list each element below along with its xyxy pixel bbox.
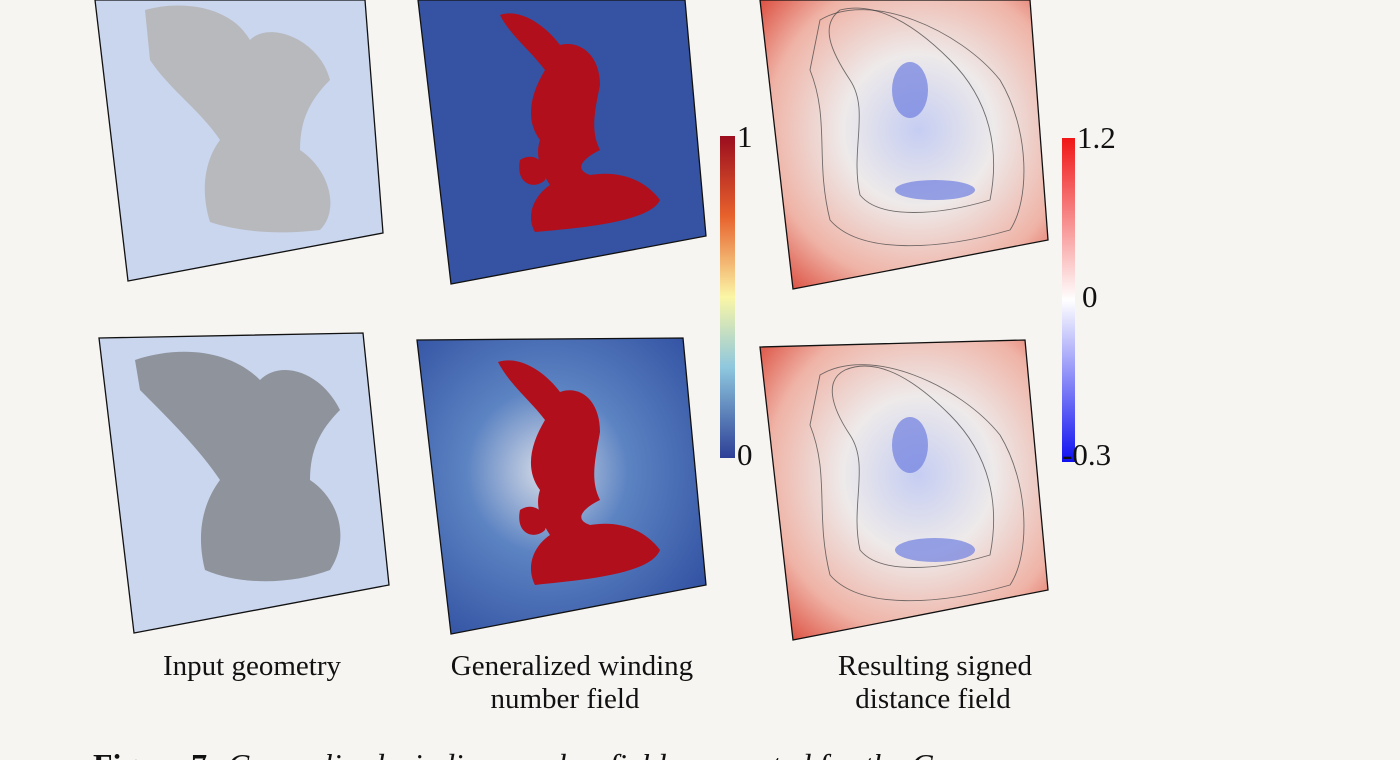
figure-label: Figure 7: [93, 747, 218, 760]
contour [809, 9, 1025, 247]
colorbar-max: 1.2 [1077, 120, 1116, 155]
colorbar [720, 136, 735, 458]
sdf-minimum [895, 180, 975, 200]
colorbar-min: -0.3 [1062, 437, 1111, 472]
panel-caption: Input geometry [163, 650, 341, 682]
sdf-minimum [892, 62, 928, 118]
colorbar-max: 1 [737, 119, 753, 154]
panel-caption: distance field [855, 683, 1011, 715]
contour [809, 364, 1025, 602]
figure-text: Generalized winding number fields comput… [228, 747, 935, 760]
panel-caption: Resulting signed [838, 650, 1033, 682]
figure-caption: Figure 7: Generalized winding number fiel… [93, 747, 934, 760]
colorbar-mid: 0 [1082, 279, 1098, 314]
winding-blob [498, 360, 660, 585]
colorbar-min: 0 [737, 437, 753, 472]
colorbar [1062, 138, 1075, 462]
gargoyle-noisy [135, 351, 341, 582]
contour [828, 7, 995, 213]
sdf-minimum [892, 417, 928, 473]
panel [759, 339, 1049, 641]
panel-caption: Generalized winding [451, 650, 693, 682]
winding-blob [500, 13, 660, 232]
contour [831, 365, 995, 568]
sdf-minimum [895, 538, 975, 562]
gargoyle [145, 5, 331, 233]
panel-caption: number field [491, 683, 640, 715]
panel [759, 0, 1049, 290]
